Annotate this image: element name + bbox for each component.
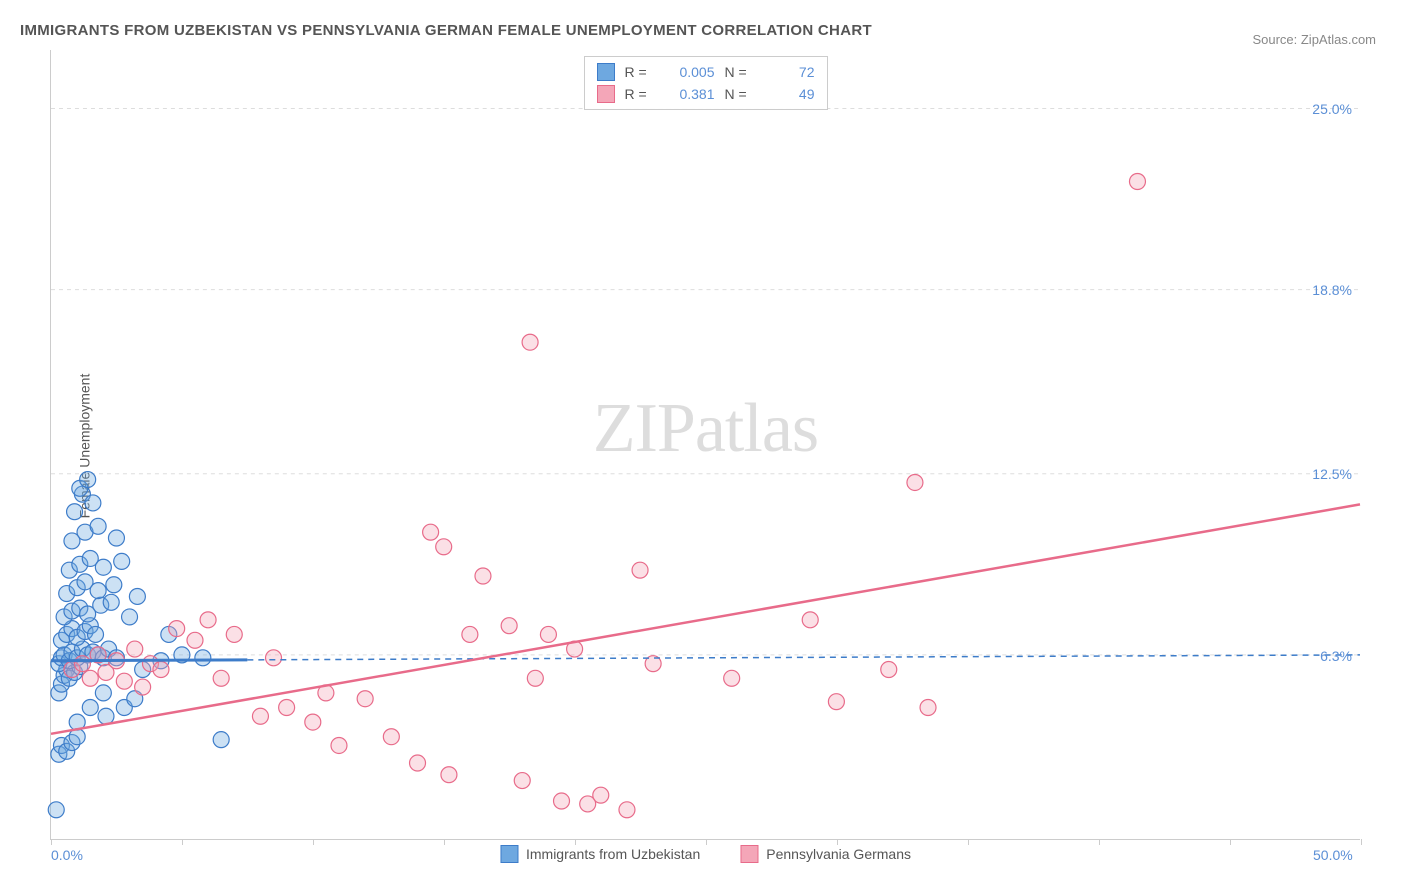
y-tick-label: 18.8% [1312, 282, 1352, 298]
y-tick-label: 12.5% [1312, 466, 1352, 482]
r-value-1: 0.381 [665, 86, 715, 102]
x-tick [1361, 839, 1362, 845]
r-label: R = [625, 86, 655, 102]
n-label: N = [725, 64, 755, 80]
x-tick-label: 50.0% [1313, 847, 1353, 863]
legend-swatch-icon [740, 845, 758, 863]
r-value-0: 0.005 [665, 64, 715, 80]
r-label: R = [625, 64, 655, 80]
x-tick [182, 839, 183, 845]
legend-label-1: Pennsylvania Germans [766, 846, 911, 862]
x-tick [444, 839, 445, 845]
chart-title: IMMIGRANTS FROM UZBEKISTAN VS PENNSYLVAN… [20, 22, 872, 39]
y-tick-label: 6.3% [1320, 648, 1352, 664]
x-tick [1230, 839, 1231, 845]
n-value-1: 49 [765, 86, 815, 102]
plot-svg [51, 50, 1360, 839]
y-tick-label: 25.0% [1312, 101, 1352, 117]
legend-row-series-0: R = 0.005 N = 72 [597, 61, 815, 83]
series-legend: Immigrants from Uzbekistan Pennsylvania … [500, 845, 911, 863]
legend-swatch-icon [500, 845, 518, 863]
x-tick [968, 839, 969, 845]
x-tick [1099, 839, 1100, 845]
legend-label-0: Immigrants from Uzbekistan [526, 846, 700, 862]
n-label: N = [725, 86, 755, 102]
legend-swatch-0 [597, 63, 615, 81]
legend-item-1: Pennsylvania Germans [740, 845, 911, 863]
legend-swatch-1 [597, 85, 615, 103]
n-value-0: 72 [765, 64, 815, 80]
x-tick-label: 0.0% [51, 847, 83, 863]
legend-item-0: Immigrants from Uzbekistan [500, 845, 700, 863]
scatter-plot: ZIPatlas R = 0.005 N = 72 R = 0.381 N = … [50, 50, 1360, 840]
correlation-legend: R = 0.005 N = 72 R = 0.381 N = 49 [584, 56, 828, 110]
x-tick [313, 839, 314, 845]
legend-row-series-1: R = 0.381 N = 49 [597, 83, 815, 105]
source-attribution: Source: ZipAtlas.com [1252, 32, 1376, 47]
x-tick [51, 839, 52, 845]
